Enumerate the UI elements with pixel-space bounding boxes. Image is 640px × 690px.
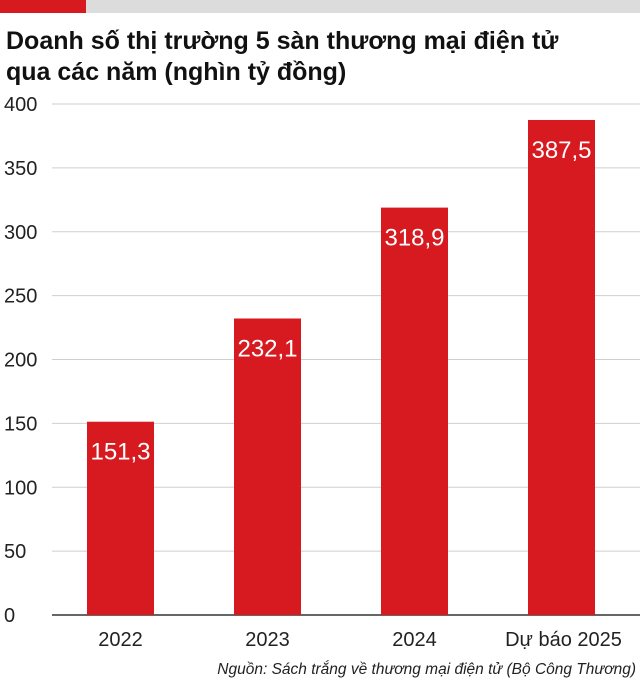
- bar: [381, 207, 448, 615]
- y-tick-label: 0: [4, 605, 15, 627]
- gray-strip: [86, 0, 640, 13]
- source-note: Nguồn: Sách trắng về thương mại điện tử …: [217, 661, 636, 678]
- y-tick-label: 150: [4, 413, 37, 435]
- y-tick-label: 200: [4, 350, 37, 372]
- bar-value-label: 318,9: [384, 225, 444, 252]
- bar: [87, 421, 154, 615]
- x-tick-label: 2022: [98, 629, 143, 651]
- top-accent-bar: [0, 0, 640, 13]
- y-tick-label: 350: [4, 158, 37, 180]
- x-tick-label: Dự báo 2025: [505, 629, 622, 651]
- y-tick-label: 400: [4, 94, 37, 116]
- bar: [528, 119, 595, 615]
- x-tick-label: 2024: [392, 629, 437, 651]
- bar-value-label: 232,1: [237, 335, 297, 362]
- y-tick-label: 50: [4, 541, 26, 563]
- y-axis-ticks: 0 50 100 150 200 250 300 350 400: [4, 94, 37, 627]
- chart-title: Doanh số thị trường 5 sàn thương mại điệ…: [6, 26, 606, 88]
- y-tick-label: 100: [4, 477, 37, 499]
- chart-title-line-1: Doanh số thị trường 5 sàn thương mại điệ…: [6, 27, 559, 55]
- bars: 151,3 232,1 318,9 387,5: [87, 119, 595, 615]
- y-tick-label: 300: [4, 222, 37, 244]
- x-axis-ticks: 2022 2023 2024 Dự báo 2025: [98, 629, 622, 651]
- y-tick-label: 250: [4, 286, 37, 308]
- x-tick-label: 2023: [245, 629, 290, 651]
- bar-value-label: 151,3: [90, 439, 150, 466]
- accent-strip: [0, 0, 86, 13]
- bar-value-label: 387,5: [531, 137, 591, 164]
- bar: [234, 318, 301, 615]
- chart-title-line-2: qua các năm (nghìn tỷ đồng): [6, 58, 347, 86]
